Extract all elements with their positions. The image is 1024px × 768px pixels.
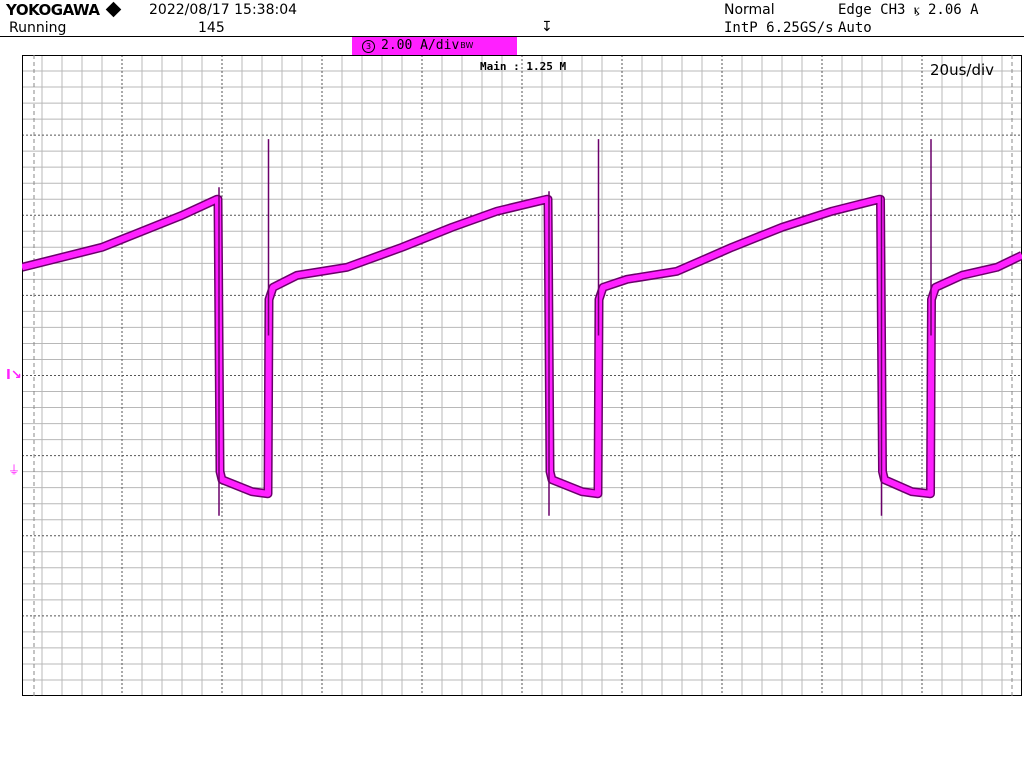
trigger-position-icon: ↧ [541,19,553,35]
bandwidth-limit-icon: BW [460,41,474,50]
datetime-readout: 2022/08/17 15:38:04 [149,2,298,18]
plot-border [22,55,1022,696]
run-status: Running [9,20,67,36]
zoom-readout: Main : 1.25 M [480,60,567,73]
time-per-div-readout: 20us/div [930,61,995,79]
channel-scale-label: 2.00 A/div [381,38,460,53]
trigger-settings-readout: Edge CH3 ⳤ 2.06 A [838,2,979,18]
acquisition-count: 145 [198,20,225,36]
grid-major-lines [22,55,1022,696]
ground-marker-icon[interactable]: ⏚ [8,463,21,477]
trigger-auto-readout: Auto [838,20,872,36]
brand-logo: YOKOGAWA [6,1,121,19]
diamond-icon [105,1,121,18]
waveform-plot[interactable] [22,55,1022,696]
channel-scale-badge[interactable]: 3 2.00 A/divBW [352,37,517,55]
ch3-trace [22,139,1022,516]
brand-text: YOKOGAWA [6,1,100,19]
header-divider [0,36,1024,37]
trigger-level-marker[interactable]: I↘ [6,368,22,383]
trace-0-line [22,196,1022,497]
channel-number-icon: 3 [362,39,375,53]
trigger-mode-readout: Normal [724,2,775,18]
sample-rate-readout: IntP 6.25GS/s [724,20,834,36]
